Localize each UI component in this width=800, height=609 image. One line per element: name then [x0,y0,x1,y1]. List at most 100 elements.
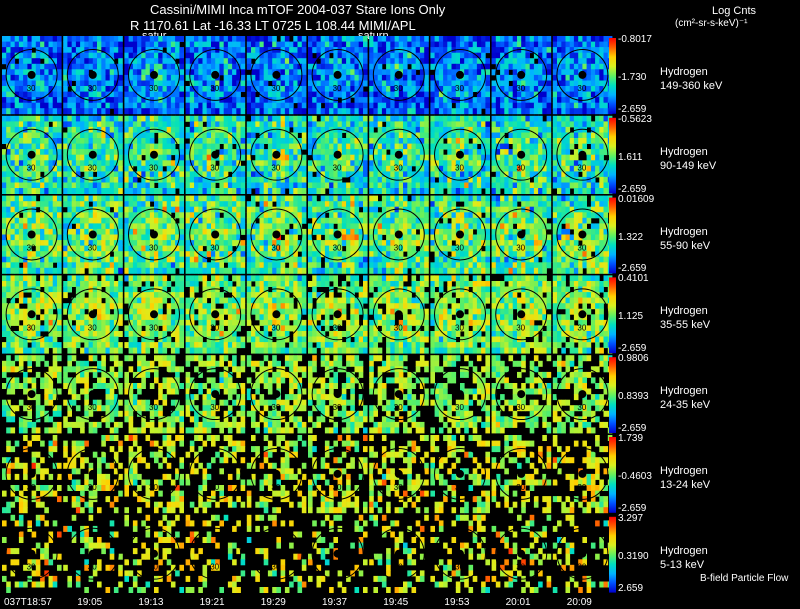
ena-pixel [500,132,505,139]
ena-pixel [329,149,334,156]
ena-pixel [333,212,338,219]
ena-pixel [63,108,68,115]
ena-pixel [27,102,32,109]
ena-pixel [500,91,505,98]
ena-pixel [92,102,98,109]
ena-pixel [398,80,404,87]
ena-pixel [18,176,24,183]
ena-pixel [561,126,566,133]
ena-pixel [381,41,387,48]
ena-pixel [189,97,195,104]
ena-pixel [2,58,7,65]
ena-pixel [472,126,478,133]
ena-pixel [434,41,440,48]
ena-pixel [132,212,138,219]
ena-pixel [517,188,522,194]
ena-pixel [407,80,412,87]
ena-pixel [57,176,62,183]
ena-pixel [263,223,269,230]
ena-pixel [23,171,28,178]
ena-pixel [232,240,237,247]
ena-pixel [211,58,216,65]
ena-pixel [419,36,425,42]
ena-pixel [80,36,85,42]
ena-pixel [517,41,522,48]
ena-pixel [590,69,596,76]
ena-pixel [10,176,16,183]
ena-pixel [529,41,535,48]
ena-pixel [546,154,552,161]
ena-pixel [137,165,142,172]
ena-pixel [521,80,526,87]
ena-pixel [48,234,54,241]
ena-pixel [52,91,58,98]
ena-pixel [337,80,343,87]
ena-pixel [166,36,172,42]
ena-pixel [312,91,317,98]
ena-pixel [491,86,497,92]
ena-pixel [179,138,184,144]
ena-pixel [219,160,224,167]
ena-pixel [297,165,303,172]
ena-pixel [124,206,129,213]
ena-pixel [101,58,106,65]
ena-pixel [363,201,368,208]
ena-pixel [542,97,547,104]
ena-pixel [324,108,330,115]
ena-pixel [272,188,277,194]
ena-pixel [508,97,514,104]
ena-pixel [276,165,281,172]
ena-pixel [211,212,216,219]
ena-pixel [158,154,163,161]
ena-pixel [259,132,265,139]
ena-pixel [40,138,45,144]
ena-pixel [280,240,286,247]
ena-pixel [542,36,547,42]
ena-pixel [88,251,94,258]
ena-pixel [369,91,374,98]
ena-pixel [162,74,168,81]
ena-pixel [92,108,98,115]
ena-pixel [175,149,180,156]
ena-image-r2-c5: 30 [308,195,368,274]
ena-pixel [491,176,497,183]
ena-pixel [240,195,246,202]
ena-pixel [438,171,444,178]
ena-pixel [280,212,286,219]
ena-pixel [170,206,176,213]
ena-pixel [35,251,41,258]
saturn-disk [150,150,158,159]
ena-pixel [2,52,7,59]
ena-pixel [128,154,134,161]
ena-pixel [175,240,180,247]
ena-pixel [189,267,195,274]
ena-pixel [166,195,172,202]
ena-pixel [419,86,425,92]
ena-pixel [97,102,102,109]
ena-pixel [381,165,387,172]
ena-pixel [80,143,85,150]
ena-pixel [97,245,102,252]
ena-pixel [447,154,452,161]
ena-pixel [546,91,552,98]
ena-pixel [542,91,547,98]
ena-pixel [255,47,260,54]
ena-pixel [434,52,440,59]
ena-pixel [476,154,482,161]
ena-pixel [145,212,151,219]
ena-pixel [284,41,290,48]
ena-pixel [552,171,558,178]
ena-pixel [369,52,374,59]
ena-pixel [595,121,600,128]
ena-pixel [390,171,395,178]
ena-pixel [118,262,123,269]
ena-pixel [109,74,115,81]
ena-pixel [381,91,387,98]
ena-pixel [97,41,102,48]
ena-pixel [557,126,562,133]
ena-pixel [80,195,85,202]
ena-pixel [113,240,119,247]
ena-pixel [354,171,360,178]
ena-pixel [223,206,229,213]
ena-pixel [236,86,241,92]
